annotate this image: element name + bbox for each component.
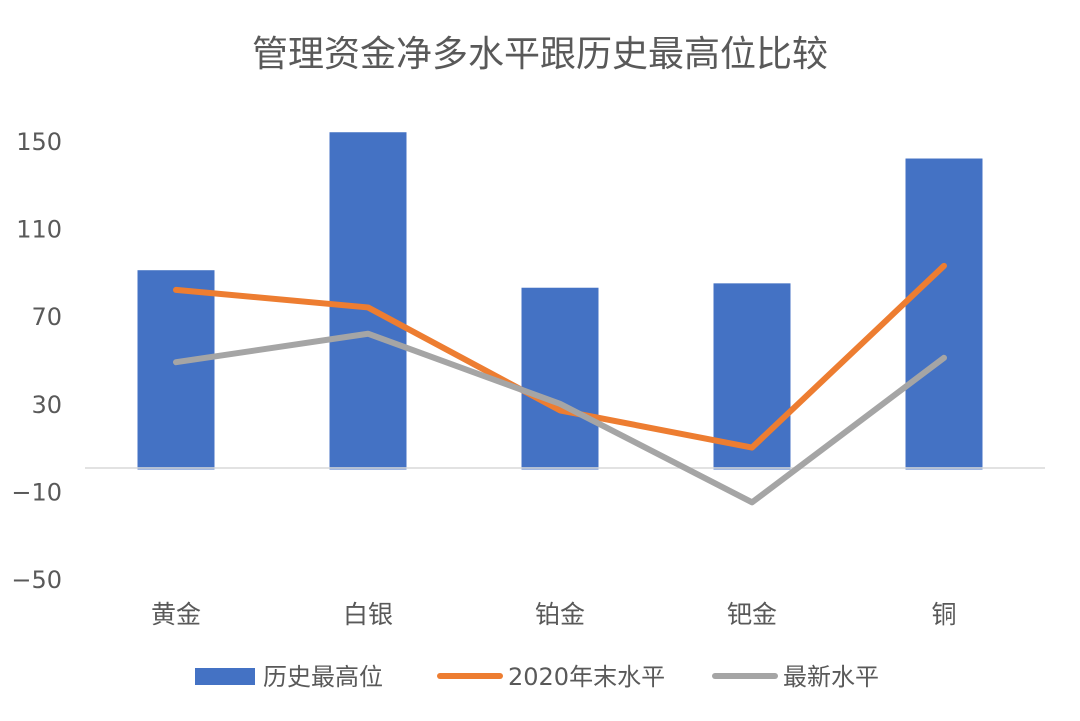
bar-黄金 [138,270,215,469]
bar-白银 [330,132,407,469]
chart-title: 管理资金净多水平跟历史最高位比较 [252,34,828,75]
y-tick-label: −10 [11,478,62,506]
legend-swatch-bar [195,668,255,685]
x-tick-label: 钯金 [727,600,777,629]
legend: 历史最高位 2020年末水平 最新水平 [195,663,879,691]
x-tick-label: 白银 [343,600,393,629]
bar-铂金 [522,288,599,470]
x-tick-label: 黄金 [151,600,201,629]
y-axis: 150 110 70 30 −10 −50 [11,128,62,594]
legend-label: 最新水平 [783,663,879,691]
legend-label: 历史最高位 [263,663,383,691]
x-axis: 黄金 白银 铂金 钯金 铜 [151,600,957,629]
y-tick-label: 30 [31,391,62,419]
y-tick-label: 70 [31,303,62,331]
y-tick-label: −50 [11,566,62,594]
y-tick-label: 110 [16,216,62,244]
legend-label: 2020年末水平 [508,663,665,691]
x-tick-label: 铂金 [535,600,585,629]
y-tick-label: 150 [16,128,62,156]
x-tick-label: 铜 [931,600,956,629]
bar-铜 [906,159,983,470]
